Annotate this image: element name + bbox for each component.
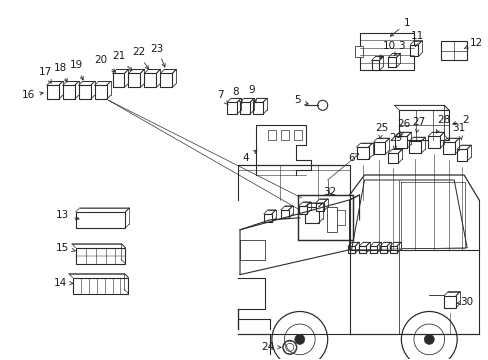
Text: 27: 27 xyxy=(412,117,425,133)
Text: 30: 30 xyxy=(456,297,473,306)
Circle shape xyxy=(424,334,433,345)
Bar xyxy=(359,32,413,71)
Bar xyxy=(387,153,398,163)
Text: 8: 8 xyxy=(232,87,242,103)
Text: 12: 12 xyxy=(463,37,482,49)
Text: 9: 9 xyxy=(248,85,256,103)
Text: 25: 25 xyxy=(374,123,387,139)
Bar xyxy=(427,136,439,148)
Bar xyxy=(373,142,385,154)
Bar xyxy=(76,212,125,228)
Bar xyxy=(304,207,318,223)
Text: 24: 24 xyxy=(261,342,280,352)
Bar xyxy=(267,130,275,140)
Bar xyxy=(160,73,172,87)
Bar xyxy=(280,210,288,218)
Bar xyxy=(358,246,366,253)
Bar xyxy=(395,136,407,148)
Bar xyxy=(456,149,466,161)
Text: 22: 22 xyxy=(132,48,148,69)
Bar xyxy=(354,45,362,58)
Text: 21: 21 xyxy=(112,51,132,71)
Bar xyxy=(240,102,249,114)
Text: 6: 6 xyxy=(347,153,358,163)
Bar xyxy=(442,142,454,154)
Bar xyxy=(226,102,237,114)
Bar xyxy=(347,246,354,253)
Bar xyxy=(280,130,288,140)
Bar xyxy=(440,41,466,60)
Circle shape xyxy=(294,334,304,345)
Bar xyxy=(326,207,336,232)
Text: 31: 31 xyxy=(451,123,465,140)
Bar xyxy=(94,85,106,99)
Text: 18: 18 xyxy=(54,63,67,82)
Bar xyxy=(264,214,271,222)
Bar xyxy=(73,278,128,293)
Bar xyxy=(389,246,396,253)
Text: 1: 1 xyxy=(389,18,410,36)
Text: 16: 16 xyxy=(22,90,43,100)
Bar xyxy=(76,248,125,264)
Text: 29: 29 xyxy=(388,133,401,149)
Bar xyxy=(387,58,396,67)
Bar xyxy=(298,206,306,214)
Text: 3: 3 xyxy=(393,41,404,56)
Text: 11: 11 xyxy=(410,31,423,47)
Bar xyxy=(315,203,323,211)
Bar xyxy=(399,110,448,140)
Text: 28: 28 xyxy=(435,115,450,133)
Text: 32: 32 xyxy=(323,187,336,197)
Bar xyxy=(443,296,455,307)
Text: 13: 13 xyxy=(56,210,79,220)
Text: 20: 20 xyxy=(94,55,115,72)
Bar xyxy=(252,102,263,114)
Text: 4: 4 xyxy=(242,150,256,163)
Bar xyxy=(62,85,75,99)
Text: 15: 15 xyxy=(56,243,75,253)
Bar xyxy=(408,141,421,153)
Text: 10: 10 xyxy=(379,41,395,58)
Text: 23: 23 xyxy=(150,44,165,67)
Bar xyxy=(356,147,368,159)
Bar xyxy=(79,85,90,99)
Text: 26: 26 xyxy=(396,119,409,135)
Text: 14: 14 xyxy=(54,278,73,288)
Bar xyxy=(112,73,124,87)
Bar xyxy=(369,246,376,253)
Bar xyxy=(47,85,59,99)
Bar xyxy=(144,73,156,87)
Bar xyxy=(297,195,352,240)
Text: 7: 7 xyxy=(216,90,227,105)
Text: 17: 17 xyxy=(39,67,52,83)
Bar xyxy=(293,130,301,140)
Bar xyxy=(409,45,417,57)
Bar xyxy=(371,60,379,71)
Bar xyxy=(128,73,140,87)
Text: 19: 19 xyxy=(70,60,83,80)
Text: 5: 5 xyxy=(294,95,307,105)
Text: 2: 2 xyxy=(452,115,468,125)
Bar xyxy=(379,246,386,253)
